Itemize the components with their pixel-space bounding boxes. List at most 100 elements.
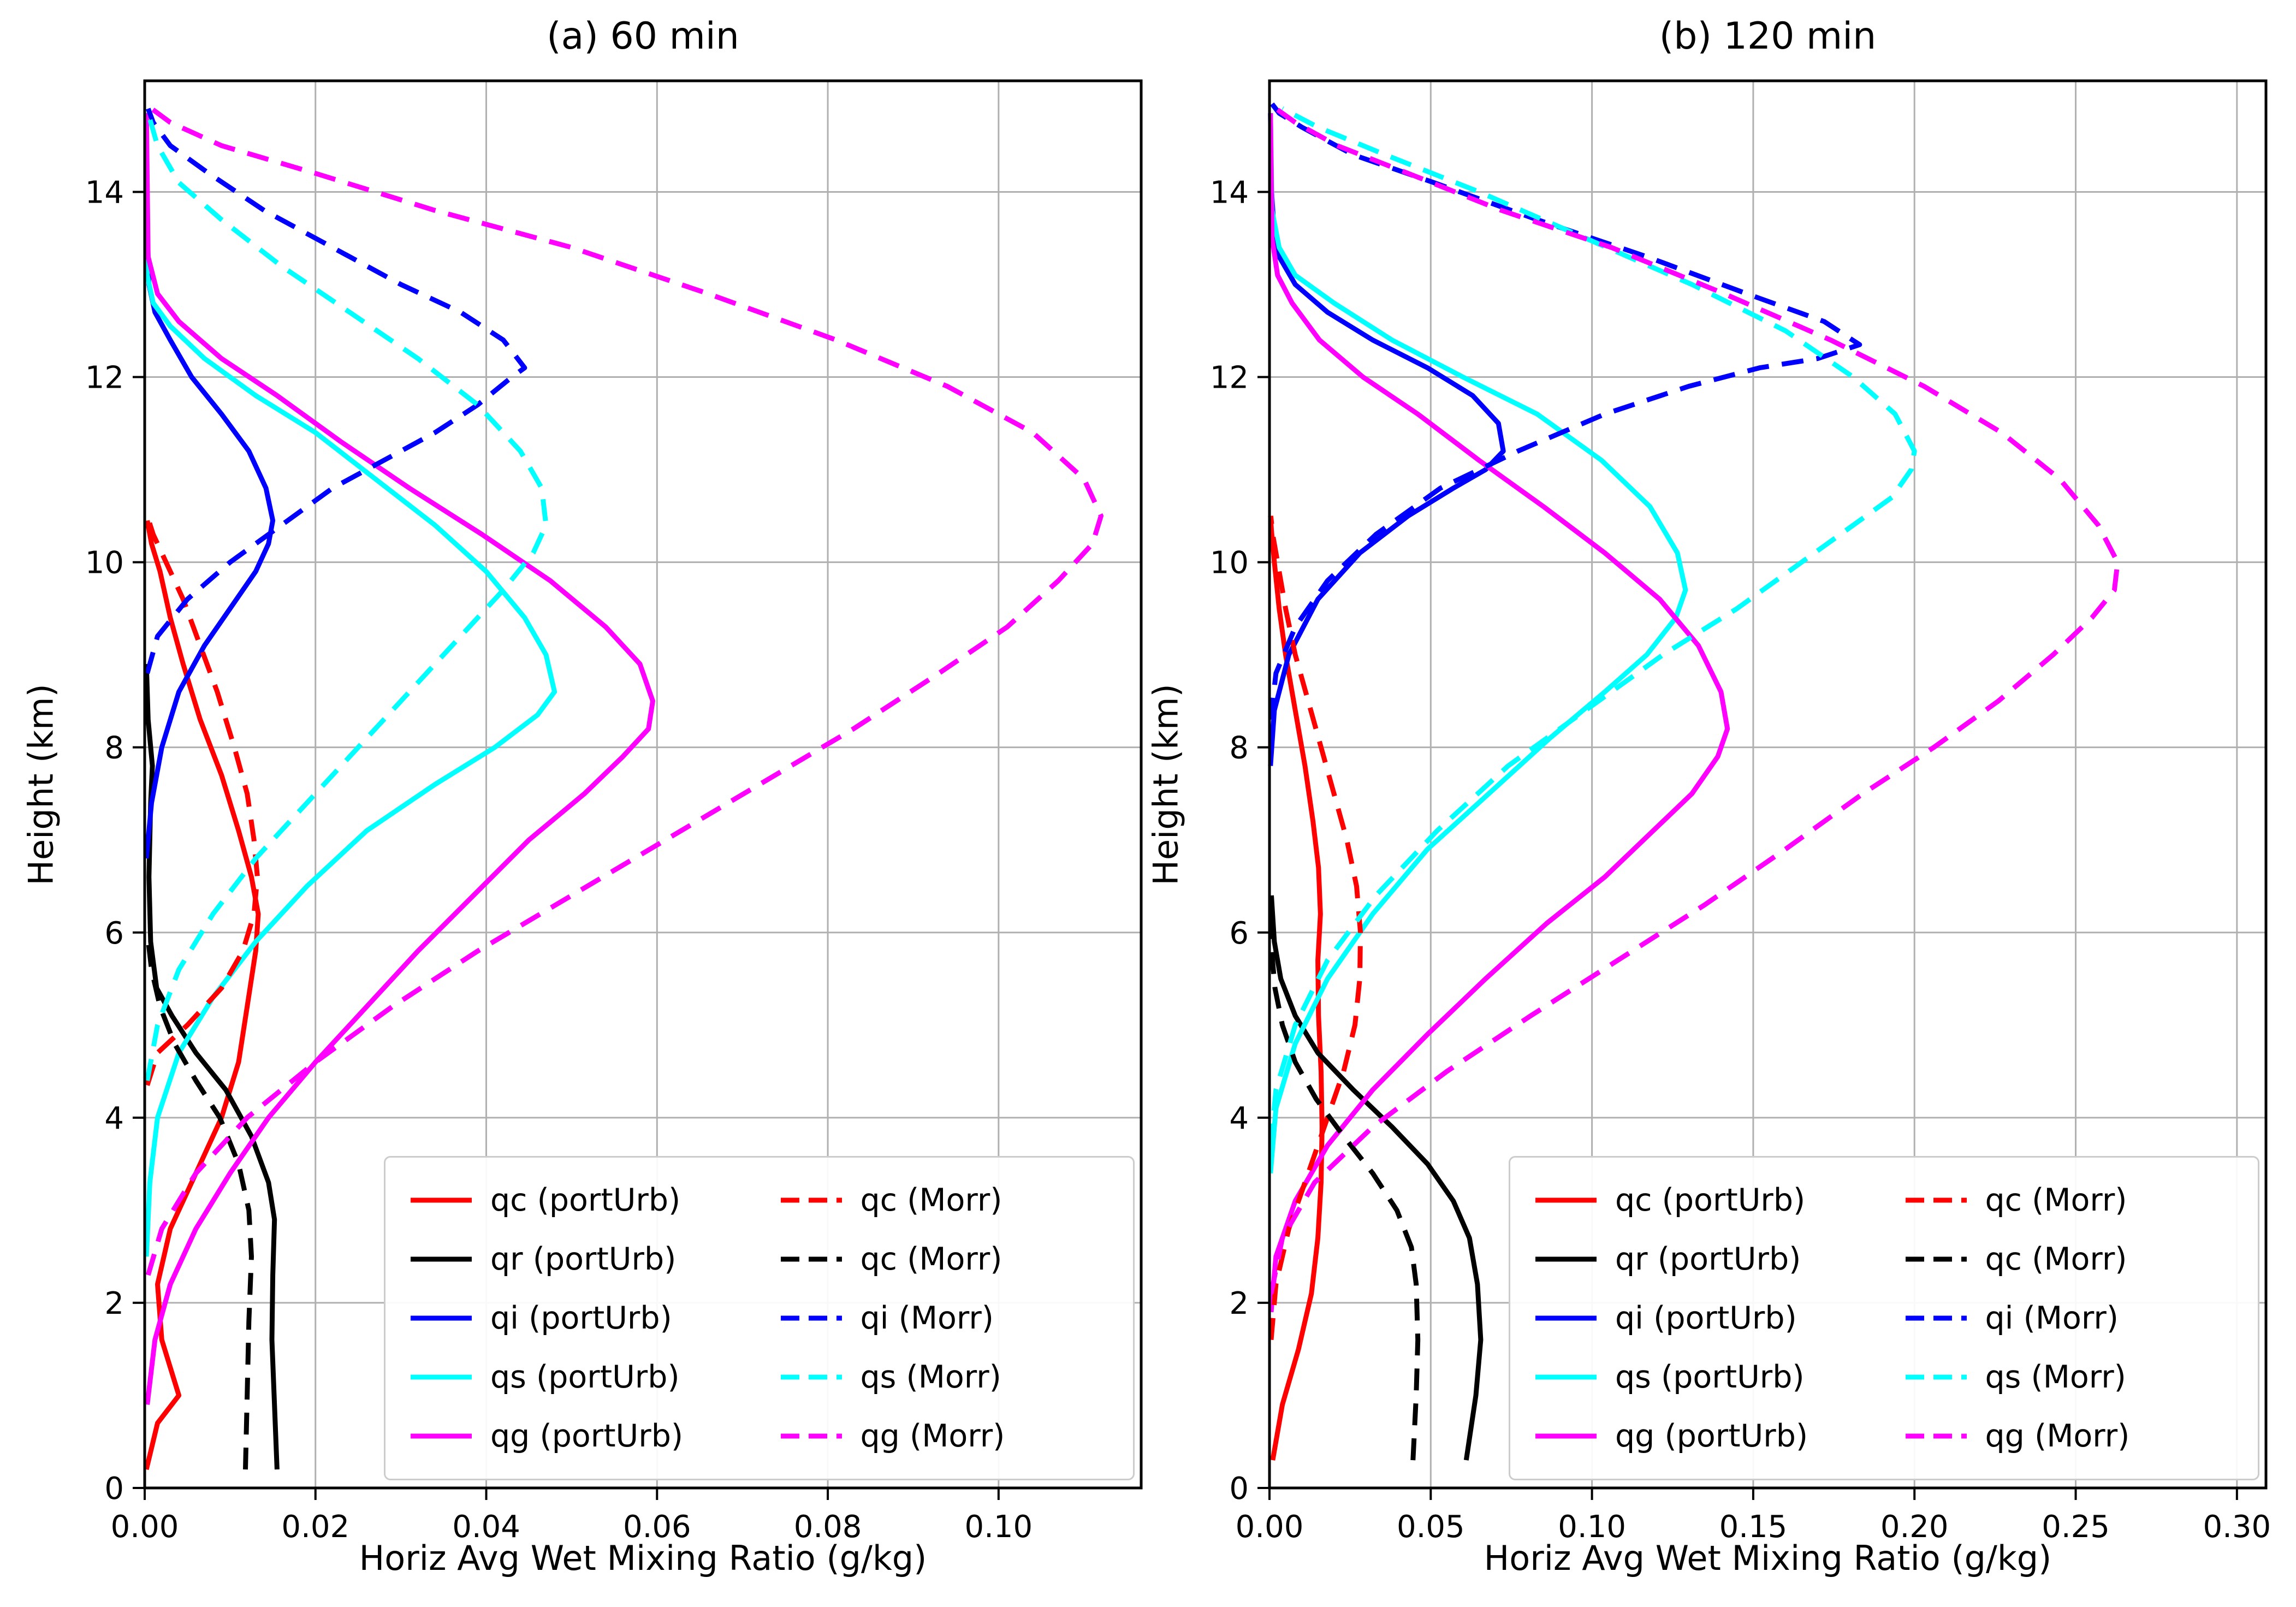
series-qg-porturb-solid xyxy=(144,113,655,1405)
x-tick-label: 0.15 xyxy=(1719,1509,1788,1545)
legend-line-swatch xyxy=(780,1197,842,1203)
legend-label: qg (Morr) xyxy=(1985,1418,2130,1454)
legend-entry: qi (Morr) xyxy=(1903,1300,2235,1336)
legend-entry: qs (Morr) xyxy=(1903,1359,2235,1395)
x-tick-label: 0.10 xyxy=(964,1509,1033,1545)
y-tick-label: 0 xyxy=(104,1471,124,1507)
y-tick-label: 8 xyxy=(104,731,124,766)
series-qg-morr-dashed xyxy=(145,106,1103,1276)
legend-label: qc (portUrb) xyxy=(1615,1182,1806,1218)
panel-b: (b) 120 min Height (km) 0.00 0.05 0.10 0.15… xyxy=(1146,16,2271,1578)
legend-entry: qc (Morr) xyxy=(1903,1182,2235,1218)
series-qi-morr-dashed xyxy=(1268,102,1862,720)
legend-line-swatch xyxy=(780,1315,842,1321)
legend-line-swatch xyxy=(411,1433,472,1439)
y-tick-label: 4 xyxy=(104,1101,124,1136)
tick-labels: 0.00 0.05 0.10 0.15 0.20 0.25 0.30 0 2 4 6 8 10 12 14 xyxy=(1210,175,2271,1545)
legend-entry: qg (Morr) xyxy=(1903,1418,2235,1454)
y-tick-label: 6 xyxy=(1229,916,1249,951)
series-qr-porturb-solid xyxy=(144,663,280,1470)
series-qs-morr-dashed xyxy=(145,112,549,1081)
legend-label: qi (Morr) xyxy=(860,1300,994,1336)
gridlines xyxy=(144,81,1141,1489)
y-tick-label: 10 xyxy=(85,545,124,581)
series-lines xyxy=(1268,102,2120,1461)
y-tick-label: 10 xyxy=(1210,545,1249,581)
legend-entry: qc (portUrb) xyxy=(408,1182,740,1218)
series-qi-morr-dashed xyxy=(145,108,527,674)
legend-label: qc (Morr) xyxy=(860,1241,1002,1277)
y-tick-label: 2 xyxy=(104,1286,124,1321)
legend-label: qs (portUrb) xyxy=(490,1359,680,1395)
legend-line-swatch xyxy=(1905,1433,1967,1439)
legend-line-swatch xyxy=(1905,1315,1967,1321)
legend-line-swatch xyxy=(1535,1256,1597,1262)
tick-marks xyxy=(1257,191,2238,1500)
legend-label: qc (Morr) xyxy=(1985,1241,2127,1277)
legend-line-swatch xyxy=(1535,1374,1597,1380)
legend-entry: qi (portUrb) xyxy=(1533,1300,1865,1336)
x-tick-label: 0.02 xyxy=(281,1509,349,1545)
series-qc-morr-dashed xyxy=(1268,914,1421,1461)
x-tick-label: 0.08 xyxy=(794,1509,862,1545)
series-qc-morr-dashed xyxy=(1268,515,1363,1341)
panel-b-title: (b) 120 min xyxy=(1659,15,1877,58)
panel-a-title: (a) 60 min xyxy=(547,15,739,58)
legend-label: qi (portUrb) xyxy=(490,1300,672,1336)
x-tick-label: 0.06 xyxy=(623,1509,691,1545)
legend-label: qs (Morr) xyxy=(1985,1359,2126,1395)
legend-line-swatch xyxy=(411,1256,472,1262)
y-tick-label: 8 xyxy=(1229,731,1249,766)
series-qg-porturb-solid xyxy=(1268,113,1730,1313)
y-tick-label: 0 xyxy=(1229,1471,1249,1507)
series-qr-porturb-solid xyxy=(1269,895,1484,1461)
legend-line-swatch xyxy=(1535,1433,1597,1439)
legend-line-swatch xyxy=(1535,1197,1597,1203)
tick-marks xyxy=(133,191,1000,1500)
panel-a-legend: qc (portUrb) qc (Morr) qr (portUrb) qc (Mor… xyxy=(384,1156,1135,1480)
panel-b-legend: qc (portUrb) qc (Morr) qr (portUrb) qc (Mor… xyxy=(1509,1156,2259,1480)
legend-entry: qs (Morr) xyxy=(779,1359,1111,1395)
series-qc-porturb-solid xyxy=(1268,515,1325,1461)
x-tick-label: 0.00 xyxy=(111,1509,179,1545)
legend-label: qg (portUrb) xyxy=(490,1418,684,1454)
legend-line-swatch xyxy=(1905,1197,1967,1203)
legend-entry: qs (portUrb) xyxy=(1533,1359,1865,1395)
legend-entry: qc (Morr) xyxy=(779,1182,1111,1218)
panel-b-x-axis-label: Horiz Avg Wet Mixing Ratio (g/kg) xyxy=(1484,1538,2052,1578)
legend-entry: qg (Morr) xyxy=(779,1418,1111,1454)
legend-label: qi (Morr) xyxy=(1985,1300,2119,1336)
legend-label: qc (Morr) xyxy=(1985,1182,2127,1218)
x-tick-label: 0.20 xyxy=(1880,1509,1949,1545)
x-tick-label: 0.04 xyxy=(452,1509,520,1545)
legend-line-swatch xyxy=(780,1256,842,1262)
y-tick-label: 14 xyxy=(85,175,124,210)
legend-entry: qs (portUrb) xyxy=(408,1359,740,1395)
series-qg-morr-dashed xyxy=(1268,106,2120,1294)
series-qc-morr-dashed xyxy=(145,932,254,1470)
panel-a-x-axis-label: Horiz Avg Wet Mixing Ratio (g/kg) xyxy=(359,1538,927,1578)
y-tick-label: 2 xyxy=(1229,1286,1249,1321)
legend-line-swatch xyxy=(411,1197,472,1203)
legend-label: qc (portUrb) xyxy=(490,1182,681,1218)
tick-labels: 0.00 0.02 0.04 0.06 0.08 0.10 0 2 4 6 8 10 12 14 xyxy=(85,175,1033,1545)
legend-label: qs (Morr) xyxy=(860,1359,1001,1395)
x-tick-label: 0.25 xyxy=(2042,1509,2110,1545)
series-qs-porturb-solid xyxy=(144,113,557,1257)
panel-a-y-axis-label: Height (km) xyxy=(21,683,61,886)
y-tick-label: 14 xyxy=(1210,175,1249,210)
x-tick-label: 0.05 xyxy=(1397,1509,1465,1545)
legend-line-swatch xyxy=(780,1433,842,1439)
legend-label: qc (Morr) xyxy=(860,1182,1002,1218)
legend-line-swatch xyxy=(411,1315,472,1321)
panel-b-y-axis-label: Height (km) xyxy=(1146,683,1186,886)
legend-line-swatch xyxy=(1905,1256,1967,1262)
legend-entry: qg (portUrb) xyxy=(408,1418,740,1454)
panel-b-plot-area: 0.00 0.05 0.10 0.15 0.20 0.25 0.30 0 2 4 6 8 10 12 14 xyxy=(1210,79,2271,1545)
x-tick-label: 0.10 xyxy=(1558,1509,1626,1545)
legend-entry: qc (portUrb) xyxy=(1533,1182,1865,1218)
legend-line-swatch xyxy=(1905,1374,1967,1380)
panel-a: (a) 60 min Height (km) 0.00 0.02 0.04 0.06 0… xyxy=(21,16,1143,1578)
legend-label: qg (Morr) xyxy=(860,1418,1005,1454)
